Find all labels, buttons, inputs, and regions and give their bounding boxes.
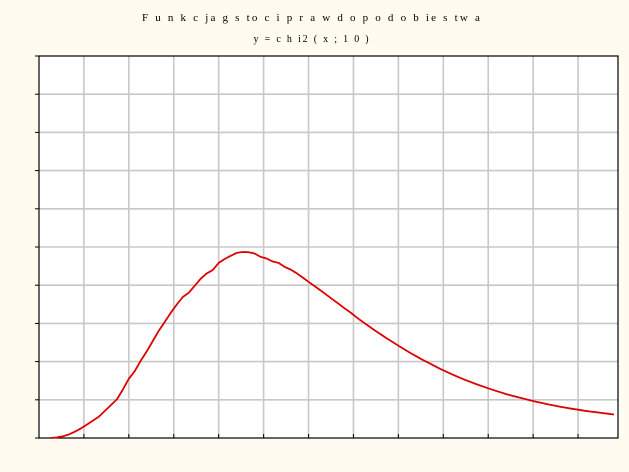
chart-title: F u n k c ja g s to c i p r a w d o p o … <box>142 12 482 24</box>
grid-layer <box>39 56 618 438</box>
chart-subtitle: y = c h i2 ( x ; 1 0 ) <box>254 34 371 45</box>
axis-layer <box>35 55 619 439</box>
series-layer <box>50 251 615 439</box>
series-line <box>50 251 615 439</box>
